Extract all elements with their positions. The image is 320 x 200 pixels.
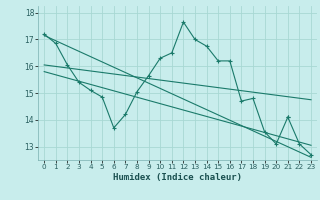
X-axis label: Humidex (Indice chaleur): Humidex (Indice chaleur) xyxy=(113,173,242,182)
